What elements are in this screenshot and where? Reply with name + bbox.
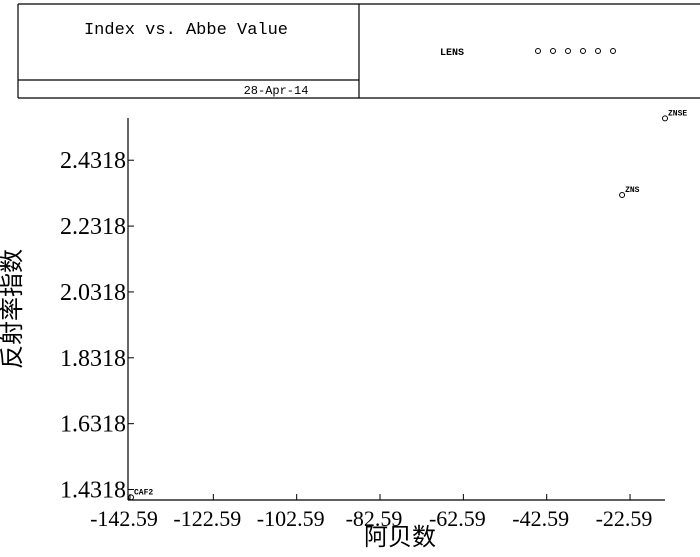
legend-label: LENS (440, 48, 464, 59)
point-label: CAF2 (134, 488, 153, 497)
legend-marker (595, 48, 601, 54)
x-tick-label: -42.59 (512, 506, 569, 531)
y-tick-label: 1.4318 (60, 478, 126, 504)
point (128, 494, 135, 501)
y-axis-label: 反射率指数 (0, 249, 26, 369)
date: 28-Apr-14 (244, 84, 309, 98)
legend-markers (535, 48, 616, 54)
point-label: ZNS (625, 186, 640, 195)
point (619, 192, 626, 199)
legend-marker (535, 48, 541, 54)
y-tick-label: 2.4318 (60, 148, 126, 174)
header (17, 3, 700, 99)
x-axis-label: 阿贝数 (364, 524, 436, 551)
x-tick-label: -22.59 (596, 506, 653, 531)
x-tick-label: -122.59 (173, 506, 241, 531)
point (662, 115, 668, 122)
x-tick-label: -82.59 (346, 506, 403, 531)
legend-marker (565, 48, 571, 54)
x-tick-label: -102.59 (257, 506, 325, 531)
x-tick-label: -62.59 (429, 506, 486, 531)
legend-marker (580, 48, 586, 54)
legend-marker (550, 48, 556, 54)
y-tick-label: 2.0318 (60, 280, 126, 306)
point-label: ZNSE (668, 109, 687, 118)
y-tick-label: 2.2318 (60, 214, 126, 240)
x-tick-label: -142.59 (90, 506, 158, 531)
y-tick-label: 1.8318 (60, 346, 126, 372)
y-tick-label: 1.6318 (60, 412, 126, 438)
legend-marker (610, 48, 616, 54)
chart-title: Index vs. Abbe Value (84, 21, 288, 40)
